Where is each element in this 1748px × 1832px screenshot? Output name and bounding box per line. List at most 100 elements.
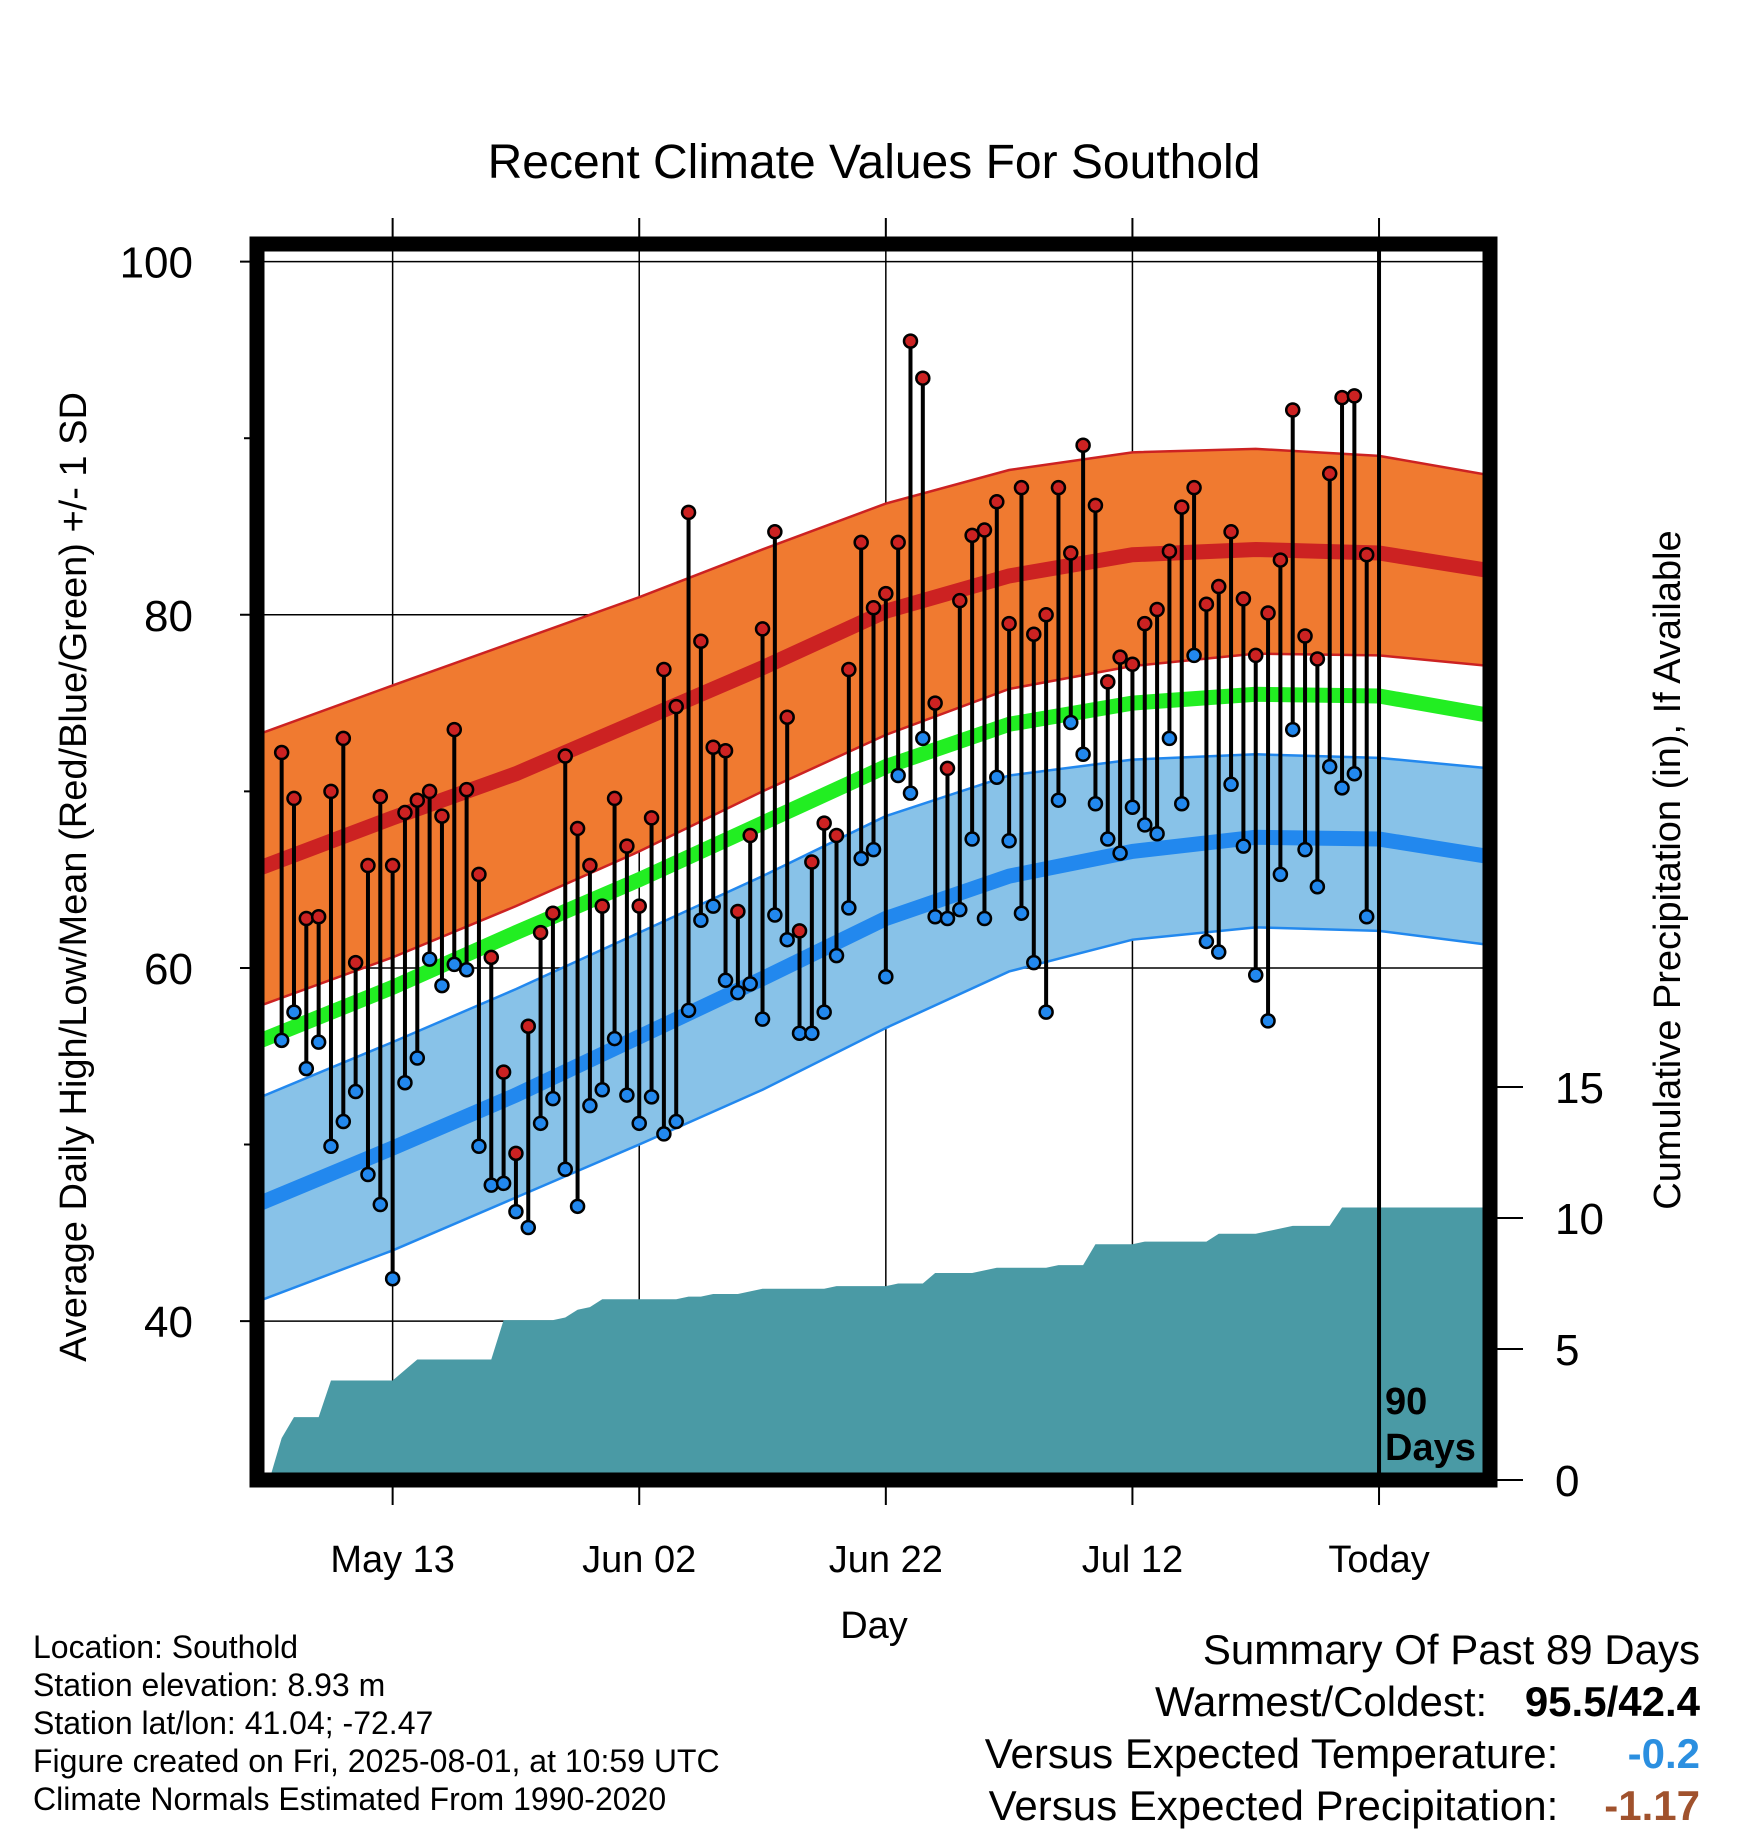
daily-low-point bbox=[927, 908, 943, 925]
daily-low-point bbox=[989, 769, 1005, 785]
daily-high-point bbox=[1309, 651, 1326, 667]
daily-low-point bbox=[532, 1115, 549, 1132]
summary-panel: Summary Of Past 89 Days Warmest/Coldest:… bbox=[985, 1624, 1700, 1832]
daily-high-point bbox=[286, 790, 302, 807]
daily-low-point bbox=[1284, 721, 1301, 738]
temp-departure-row: Versus Expected Temperature: -0.2 bbox=[985, 1728, 1700, 1780]
elevation-text: Station elevation: 8.93 m bbox=[33, 1667, 386, 1703]
y2-tick-label: 5 bbox=[1555, 1326, 1579, 1375]
daily-high-point bbox=[890, 534, 906, 551]
daily-high-point bbox=[1013, 479, 1030, 496]
daily-high-point bbox=[643, 810, 660, 826]
daily-high-point bbox=[693, 633, 709, 650]
daily-low-point bbox=[347, 1083, 364, 1100]
daily-low-point bbox=[730, 984, 746, 1001]
daily-high-point bbox=[754, 621, 771, 637]
plot-frame bbox=[249, 236, 1498, 1488]
daily-low-point bbox=[1260, 1013, 1276, 1029]
daily-high-point bbox=[964, 527, 980, 544]
daily-high-point bbox=[952, 592, 968, 609]
daily-high-point bbox=[668, 698, 684, 715]
daily-high-point bbox=[606, 790, 623, 807]
daily-low-point bbox=[680, 1002, 697, 1019]
daily-high-point bbox=[1346, 388, 1363, 404]
daily-low-point bbox=[372, 1196, 389, 1213]
daily-low-point bbox=[310, 1034, 327, 1050]
daily-low-point bbox=[1309, 878, 1326, 895]
daily-low-point bbox=[1161, 730, 1178, 747]
daily-low-point bbox=[1124, 799, 1141, 816]
daily-high-point bbox=[1137, 615, 1153, 632]
daily-high-point bbox=[1075, 437, 1091, 454]
daily-high-point bbox=[495, 1064, 512, 1080]
daily-low-point bbox=[1149, 825, 1165, 842]
daily-high-point bbox=[1284, 402, 1301, 418]
daily-low-point bbox=[1050, 792, 1067, 808]
daily-low-point bbox=[668, 1113, 684, 1130]
daily-low-point bbox=[273, 1032, 290, 1049]
daily-high-point bbox=[532, 924, 549, 941]
daily-low-point bbox=[1100, 831, 1116, 847]
today-label: Days bbox=[1385, 1427, 1476, 1469]
daily-low-point bbox=[841, 900, 857, 916]
daily-low-point bbox=[1223, 776, 1239, 793]
daily-high-point bbox=[335, 730, 352, 747]
daily-low-point bbox=[976, 910, 993, 927]
latlon-text: Station lat/lon: 41.04; -72.47 bbox=[33, 1705, 434, 1741]
daily-high-point bbox=[1198, 596, 1215, 612]
station-info: Location: Southold Station elevation: 8.… bbox=[33, 1628, 720, 1818]
daily-low-point bbox=[569, 1198, 586, 1215]
daily-high-point bbox=[1272, 552, 1289, 568]
x-tick-label: Jun 22 bbox=[829, 1539, 943, 1581]
daily-high-point bbox=[1026, 626, 1042, 642]
daily-low-point bbox=[853, 850, 869, 867]
daily-low-point bbox=[631, 1115, 647, 1132]
chart-title: Recent Climate Values For Southold bbox=[488, 136, 1261, 189]
coldest-value: 42.4 bbox=[1618, 1678, 1700, 1725]
daily-low-point bbox=[421, 951, 438, 967]
daily-low-point bbox=[1272, 866, 1289, 883]
daily-low-point bbox=[816, 1004, 832, 1020]
daily-high-point bbox=[397, 804, 413, 821]
daily-low-point bbox=[1235, 838, 1252, 854]
daily-high-point bbox=[569, 820, 586, 837]
temp-departure-label: Versus Expected Temperature: bbox=[984, 1730, 1559, 1777]
daily-low-point bbox=[865, 841, 882, 858]
y-tick-label: 40 bbox=[144, 1298, 193, 1347]
daily-high-point bbox=[705, 739, 721, 755]
daily-high-point bbox=[853, 534, 869, 551]
daily-high-point bbox=[1260, 605, 1276, 621]
daily-low-point bbox=[619, 1087, 635, 1103]
daily-high-point bbox=[902, 333, 919, 349]
daily-high-point bbox=[323, 783, 339, 800]
daily-high-point bbox=[421, 783, 438, 800]
daily-high-point bbox=[1050, 479, 1067, 496]
daily-low-point bbox=[483, 1177, 500, 1193]
daily-low-point bbox=[520, 1219, 537, 1236]
axes: 40 60 80 100 0 5 10 15 May 13 Jun 02 Jun 22 Jul 12 T… bbox=[120, 218, 1604, 1581]
daily-high-point bbox=[841, 661, 857, 678]
daily-low-point bbox=[1137, 817, 1153, 833]
daily-low-point bbox=[495, 1175, 512, 1192]
daily-low-point bbox=[804, 1025, 820, 1042]
daily-low-point bbox=[693, 912, 709, 929]
daily-low-point bbox=[915, 730, 931, 747]
daily-low-point bbox=[791, 1025, 808, 1042]
daily-low-point bbox=[705, 898, 721, 914]
daily-low-point bbox=[643, 1089, 660, 1105]
daily-low-point bbox=[1174, 795, 1190, 812]
y-tick-label: 80 bbox=[144, 592, 193, 641]
daily-low-point bbox=[1026, 954, 1042, 971]
daily-low-point bbox=[964, 831, 980, 847]
daily-low-point bbox=[828, 947, 845, 964]
daily-low-point bbox=[1186, 647, 1202, 664]
daily-high-point bbox=[1161, 543, 1178, 559]
daily-high-point bbox=[717, 743, 734, 759]
daily-low-point bbox=[878, 969, 894, 985]
daily-high-point bbox=[1186, 479, 1202, 496]
daily-high-point bbox=[927, 695, 943, 711]
daily-high-point bbox=[310, 908, 327, 925]
